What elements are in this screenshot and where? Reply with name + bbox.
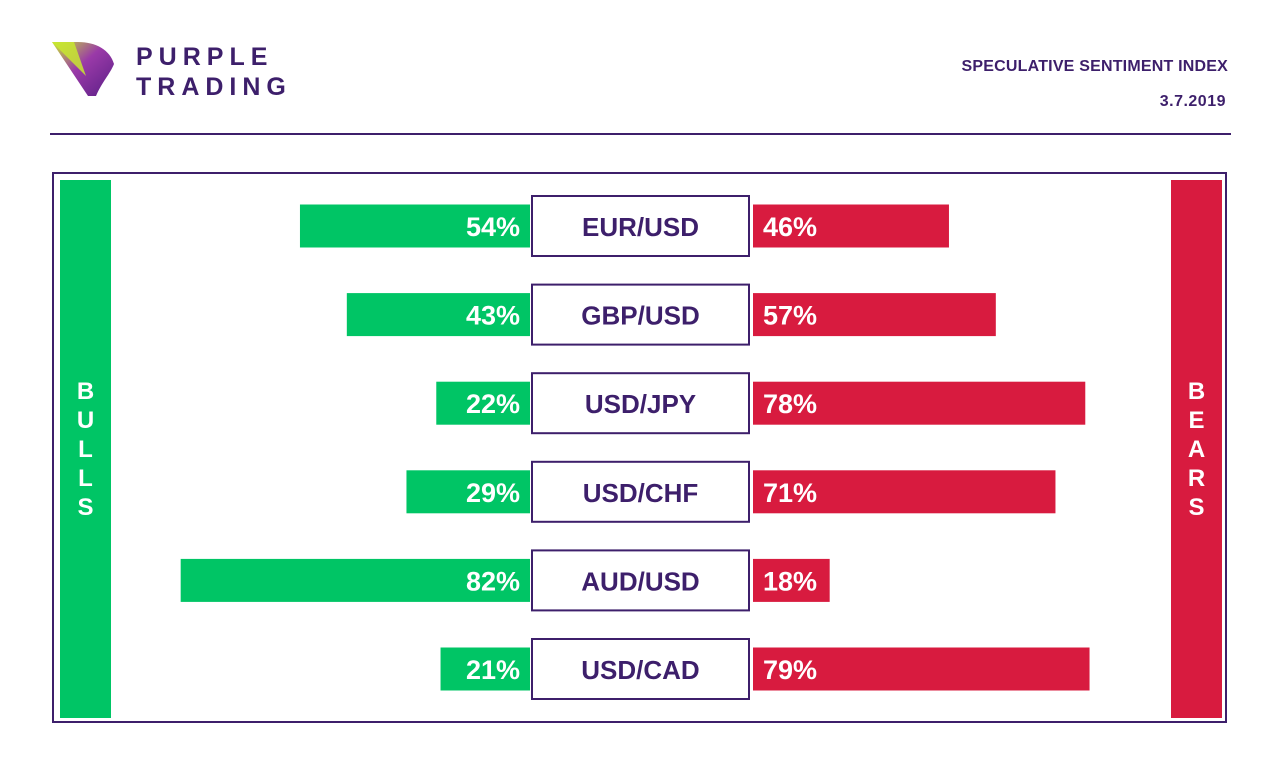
pair-label: USD/JPY xyxy=(585,389,696,419)
header-divider xyxy=(50,133,1231,135)
bear-bar xyxy=(753,558,830,602)
page-title: SPECULATIVE SENTIMENT INDEX xyxy=(961,58,1228,75)
pair-label-box xyxy=(531,283,750,346)
bear-value-label: 46% xyxy=(763,212,817,242)
bull-bar xyxy=(346,293,530,337)
bull-value-label: 54% xyxy=(466,212,520,242)
pair-label: GBP/USD xyxy=(581,301,699,331)
pair-label: AUD/USD xyxy=(581,566,699,596)
bear-bar xyxy=(753,647,1090,691)
bull-value-label: 29% xyxy=(466,478,520,508)
bull-bar xyxy=(180,558,530,602)
chart-frame xyxy=(52,172,1227,723)
pair-label: EUR/USD xyxy=(582,212,699,242)
bull-value-label: 22% xyxy=(466,389,520,419)
bear-value-label: 78% xyxy=(763,389,817,419)
pair-label-box xyxy=(531,638,750,700)
bull-bar xyxy=(406,470,530,514)
brand-name-line1: PURPLE xyxy=(136,43,274,71)
brand-logo: PURPLE TRADING xyxy=(52,38,312,108)
bear-bar xyxy=(753,293,996,337)
brand-name-line2: TRADING xyxy=(136,73,292,101)
bear-value-label: 71% xyxy=(763,478,817,508)
bull-bar xyxy=(440,647,530,691)
pair-label-box xyxy=(531,460,750,523)
bear-value-label: 79% xyxy=(763,655,817,685)
pair-label: USD/CHF xyxy=(583,478,699,508)
bear-bar xyxy=(753,470,1056,514)
pair-label: USD/CAD xyxy=(581,655,699,685)
bull-value-label: 82% xyxy=(466,566,520,596)
pair-label-box xyxy=(531,372,750,435)
bear-bar xyxy=(753,381,1086,425)
pair-label-box xyxy=(531,195,750,257)
pair-label-box xyxy=(531,549,750,612)
bull-bar xyxy=(299,204,530,248)
bear-value-label: 18% xyxy=(763,566,817,596)
bull-bar xyxy=(436,381,530,425)
bull-value-label: 21% xyxy=(466,655,520,685)
bull-value-label: 43% xyxy=(466,301,520,331)
report-date: 3.7.2019 xyxy=(1159,93,1226,110)
bear-value-label: 57% xyxy=(763,301,817,331)
purple-triangle-logo-icon xyxy=(52,42,114,96)
bear-bar xyxy=(753,204,949,248)
